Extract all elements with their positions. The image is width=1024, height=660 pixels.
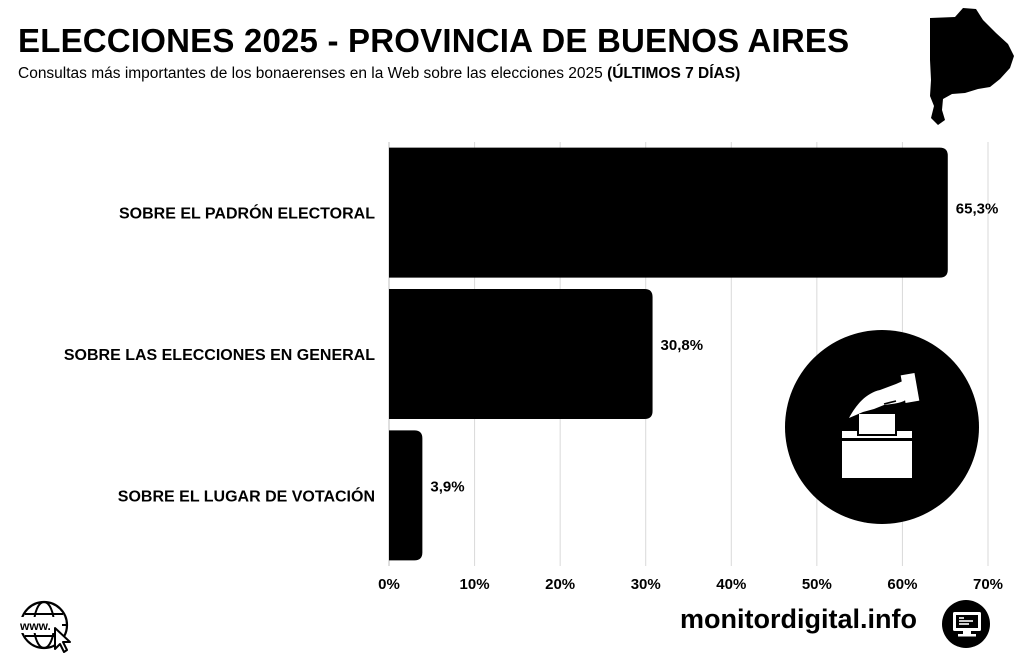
brand-name: monitordigital.info bbox=[680, 604, 917, 634]
category-label: SOBRE EL LUGAR DE VOTACIÓN bbox=[118, 486, 375, 505]
category-label: SOBRE EL PADRÓN ELECTORAL bbox=[119, 204, 375, 223]
x-tick-label: 20% bbox=[545, 576, 575, 593]
x-tick-label: 60% bbox=[887, 576, 917, 593]
subtitle-period: (ÚLTIMOS 7 DÍAS) bbox=[607, 65, 741, 82]
x-tick-label: 40% bbox=[716, 576, 746, 593]
subtitle-main: Consultas más importantes de los bonaere… bbox=[18, 65, 608, 82]
bar bbox=[389, 288, 653, 420]
page-title: ELECCIONES 2025 - PROVINCIA DE BUENOS AI… bbox=[18, 22, 850, 59]
value-label: 3,9% bbox=[430, 478, 464, 495]
category-label: SOBRE LAS ELECCIONES EN GENERAL bbox=[64, 347, 375, 364]
bar bbox=[389, 147, 948, 278]
x-tick-label: 70% bbox=[973, 576, 1003, 593]
bar bbox=[389, 430, 423, 561]
x-tick-label: 50% bbox=[802, 576, 832, 593]
x-tick-label: 0% bbox=[378, 576, 400, 593]
x-tick-label: 30% bbox=[631, 576, 661, 593]
page-subtitle: Consultas más importantes de los bonaere… bbox=[18, 65, 740, 83]
x-tick-label: 10% bbox=[460, 576, 490, 593]
value-label: 65,3% bbox=[956, 201, 999, 218]
value-label: 30,8% bbox=[661, 337, 704, 354]
